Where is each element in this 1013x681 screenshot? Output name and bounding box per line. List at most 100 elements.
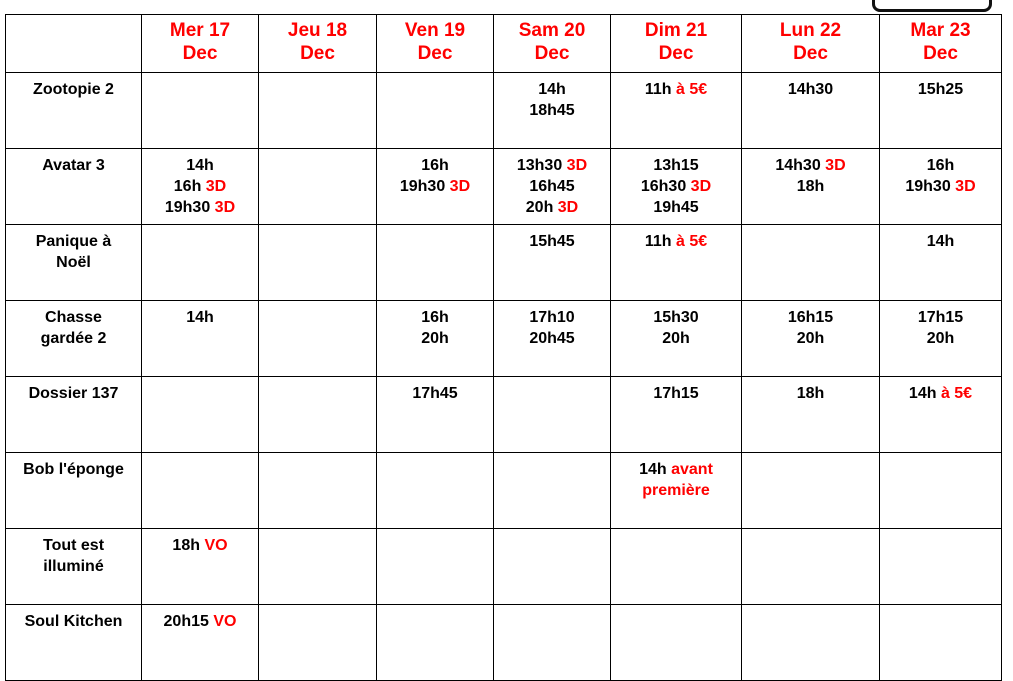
day-header: Jeu 18 Dec — [258, 14, 377, 73]
film-row: Zootopie 2 14h 18h45 11h à 5€ 14h30 15h25 — [5, 72, 1002, 149]
day-header: Ven 19 Dec — [376, 14, 494, 73]
showtime-cell: 14h 18h45 — [493, 72, 611, 149]
showtime: 15h30 — [653, 309, 699, 326]
showtime-cell — [258, 452, 377, 529]
day-header-line: Dec — [300, 43, 335, 64]
showtime-cell: 18h — [741, 376, 880, 453]
showtime-note: VO — [213, 613, 237, 630]
showtime-cell — [741, 452, 880, 529]
showtime-note: avant — [671, 461, 713, 478]
showtime-cell — [376, 72, 494, 149]
showtime-line: 14h — [144, 155, 256, 176]
day-header: Mer 17 Dec — [141, 14, 259, 73]
showtime-cell — [141, 452, 259, 529]
showtime-cell: 14h avant première — [610, 452, 742, 529]
film-row: Avatar 3 14h 16h 3D 19h30 3D 16h 19h30 3D 13h3… — [5, 148, 1002, 225]
showtime: 20h — [421, 330, 449, 347]
film-title-line: Panique à — [35, 233, 112, 250]
showtime-cell: 18h VO — [141, 528, 259, 605]
showtime-cell: 11h à 5€ — [610, 72, 742, 149]
day-header-line: Mar 23 — [910, 20, 971, 41]
showtime-line: 16h — [882, 155, 999, 176]
film-title-line: Chasse — [45, 309, 102, 326]
showtime-cell: 17h45 — [376, 376, 494, 453]
day-header-line: Dec — [923, 43, 958, 64]
showtime-cell: 17h15 20h — [879, 300, 1002, 377]
showtime: 15h25 — [917, 81, 964, 98]
showtime: 16h45 — [529, 178, 575, 195]
showtime-cell: 11h à 5€ — [610, 224, 742, 301]
showtime-cell — [879, 604, 1002, 681]
top-right-button[interactable] — [872, 0, 992, 12]
showtime-line: 18h VO — [144, 535, 256, 556]
showtime-cell — [493, 604, 611, 681]
showtime: 16h30 — [640, 178, 691, 195]
showtime-line: 14h — [882, 231, 999, 252]
film-row: Panique à Noël 15h45 11h à 5€ 14h — [5, 224, 1002, 301]
showtime-cell: 13h30 3D 16h45 20h 3D — [493, 148, 611, 225]
showtime: 11h — [644, 81, 676, 98]
showtime-cell — [376, 604, 494, 681]
showtime-cell — [610, 528, 742, 605]
showtime-line: première — [613, 480, 739, 501]
showtime-note: 3D — [690, 178, 712, 195]
showtime-line: 14h avant — [613, 459, 739, 480]
showtime-line: 20h45 — [496, 328, 608, 349]
showtime: 18h45 — [529, 102, 575, 119]
showtime-line: 18h45 — [496, 100, 608, 121]
showtime-line: 16h — [379, 307, 491, 328]
showtime-cell: 13h15 16h30 3D 19h45 — [610, 148, 742, 225]
showtime-line: 15h30 — [613, 307, 739, 328]
showtime: 16h — [173, 178, 206, 195]
day-header-line: Ven 19 — [404, 20, 466, 41]
film-title-line: Dossier 137 — [28, 385, 119, 402]
showtime-line: 16h — [379, 155, 491, 176]
showtime-line: 16h 3D — [144, 176, 256, 197]
showtime: 19h30 — [164, 199, 215, 216]
showtime-note: VO — [204, 537, 228, 554]
day-header-line: Jeu 18 — [287, 20, 348, 41]
showtime-line: 16h45 — [496, 176, 608, 197]
showtime-cell: 15h45 — [493, 224, 611, 301]
showtime-line: 20h — [613, 328, 739, 349]
day-header-line: Lun 22 — [779, 20, 842, 41]
film-title-line: Zootopie 2 — [33, 81, 114, 98]
film-title: Panique à Noël — [5, 224, 142, 301]
showtime-line: 19h30 3D — [882, 176, 999, 197]
showtime-cell — [610, 604, 742, 681]
showtime-line: 20h — [744, 328, 877, 349]
showtime-cell — [376, 452, 494, 529]
showtime-line: 13h30 3D — [496, 155, 608, 176]
showtime-line: 19h30 3D — [144, 197, 256, 218]
showtime-note: 3D — [825, 157, 846, 174]
showtime: 14h — [908, 385, 941, 402]
showtime-cell — [141, 72, 259, 149]
showtime-line: 20h 3D — [496, 197, 608, 218]
showtime-line: 14h à 5€ — [882, 383, 999, 404]
showtime-cell: 20h15 VO — [141, 604, 259, 681]
showtime-cell: 17h10 20h45 — [493, 300, 611, 377]
showtime: 19h30 — [399, 178, 450, 195]
film-row: Tout est illuminé 18h VO — [5, 528, 1002, 605]
showtime-cell: 17h15 — [610, 376, 742, 453]
day-header: Sam 20 Dec — [493, 14, 611, 73]
showtime: 18h — [796, 385, 825, 402]
showtime: 20h45 — [529, 330, 575, 347]
showtime: 17h15 — [653, 385, 699, 402]
showtime-cell — [493, 528, 611, 605]
showtime-note: 3D — [449, 178, 471, 195]
showtime-line: 14h30 — [744, 79, 877, 100]
showtime: 14h — [186, 157, 214, 174]
showtime-line: 20h15 VO — [144, 611, 256, 632]
film-title: Avatar 3 — [5, 148, 142, 225]
showtime: 18h — [172, 537, 205, 554]
film-title: Tout est illuminé — [5, 528, 142, 605]
showtime-cell — [258, 300, 377, 377]
showtime: 17h45 — [412, 385, 458, 402]
showtime: 18h — [796, 178, 825, 195]
showtime-note: 3D — [566, 157, 588, 174]
showtime-line: 11h à 5€ — [613, 79, 739, 100]
showtime-cell: 16h 19h30 3D — [376, 148, 494, 225]
showtime-cell: 14h 16h 3D 19h30 3D — [141, 148, 259, 225]
showtime: 16h — [421, 157, 449, 174]
